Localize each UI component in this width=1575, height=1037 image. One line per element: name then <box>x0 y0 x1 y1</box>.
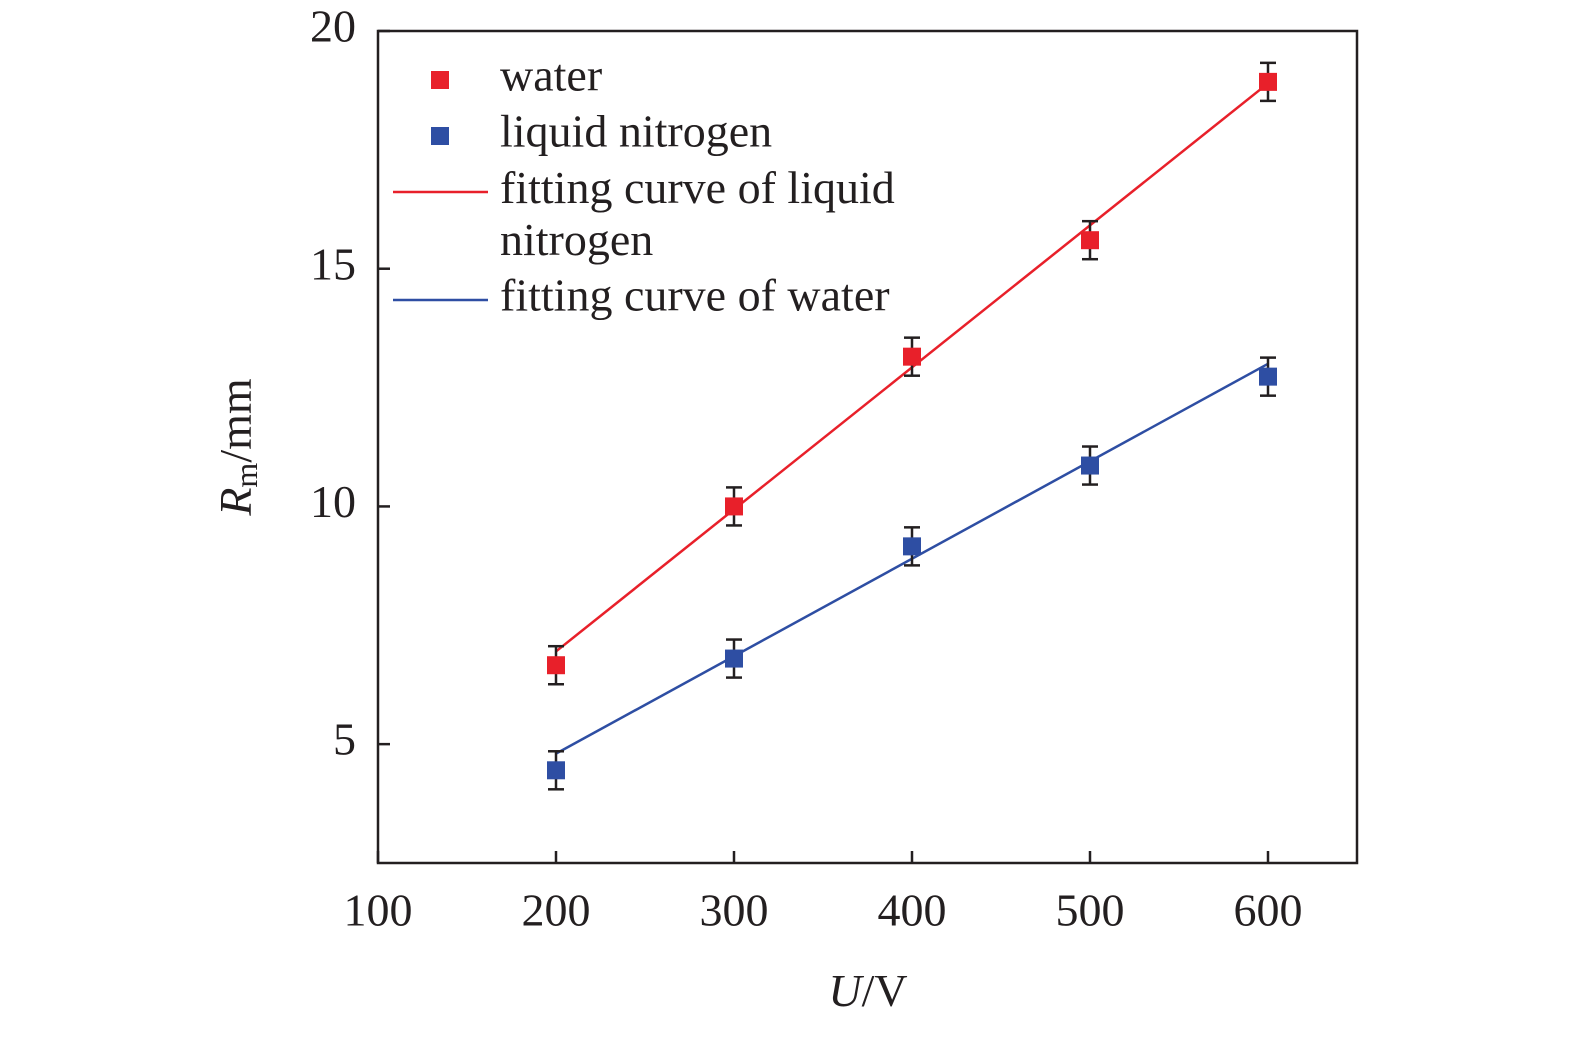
y-tick-label: 20 <box>310 1 356 52</box>
marker <box>547 761 565 780</box>
y-tick-label: 5 <box>333 714 356 765</box>
x-label-symbol: U <box>828 965 864 1016</box>
x-tick-label: 300 <box>700 885 769 936</box>
x-label-unit: /V <box>862 965 908 1016</box>
marker <box>1081 231 1099 250</box>
marker <box>903 347 921 366</box>
x-tick-label: 600 <box>1234 885 1303 936</box>
legend-label: water <box>500 50 602 101</box>
legend-label: liquid nitrogen <box>500 106 772 157</box>
legend-label: fitting curve of water <box>500 270 890 321</box>
x-tick-label: 400 <box>878 885 947 936</box>
legend-label-line: fitting curve of liquid <box>500 162 895 213</box>
marker <box>1259 72 1277 91</box>
legend-label: fitting curve of liquid nitrogen <box>500 162 895 265</box>
x-tick-label: 100 <box>344 885 413 936</box>
marker <box>903 537 921 556</box>
legend-marker <box>431 71 449 89</box>
y-label-unit: /mm <box>210 378 261 463</box>
y-tick-label: 15 <box>310 238 356 289</box>
marker <box>547 656 565 675</box>
legend-marker <box>431 127 449 145</box>
marker <box>1259 367 1277 386</box>
y-label-sub: m <box>228 463 264 488</box>
y-label-symbol: R <box>210 488 261 517</box>
x-tick-label: 200 <box>522 885 591 936</box>
y-tick-label: 10 <box>310 476 356 527</box>
y-axis-label: Rm/mm <box>210 378 265 517</box>
legend-label-line: nitrogen <box>500 214 653 265</box>
marker <box>1081 456 1099 475</box>
marker <box>725 649 743 668</box>
marker <box>725 497 743 516</box>
x-tick-label: 500 <box>1056 885 1125 936</box>
plot-frame <box>376 29 1359 865</box>
x-axis-label: U/V <box>828 965 907 1016</box>
